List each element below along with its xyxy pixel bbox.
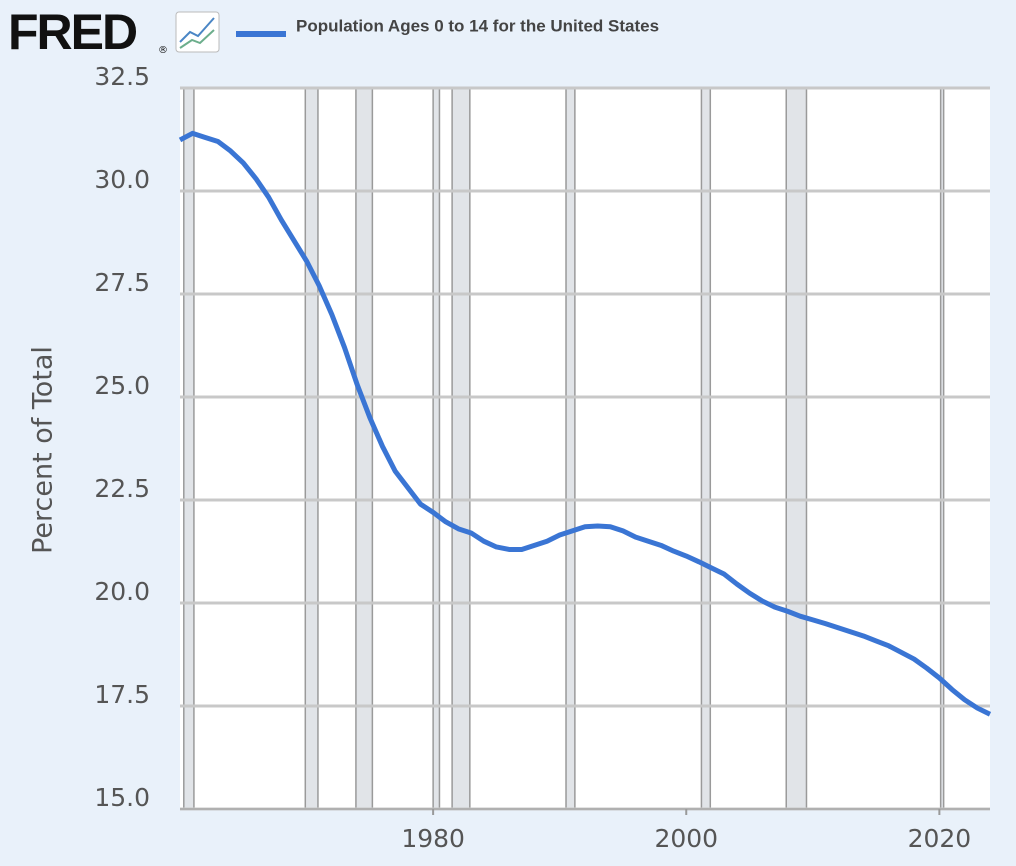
y-axis-label: Percent of Total	[28, 346, 59, 554]
recession-band	[304, 87, 319, 810]
chart-icon	[175, 11, 220, 53]
recession-band	[451, 87, 471, 810]
x-tick-label: 2020	[908, 824, 972, 853]
recession-band	[785, 87, 808, 810]
recession-band	[700, 87, 712, 810]
x-tick-label: 2000	[654, 824, 718, 853]
logo-mark: ®	[158, 45, 168, 56]
y-tick-label: 15.0	[94, 783, 150, 812]
legend-label: Population Ages 0 to 14 for the United S…	[296, 16, 659, 35]
y-tick-label: 17.5	[94, 680, 150, 709]
y-tick-label: 30.0	[94, 165, 150, 194]
plot-area	[180, 88, 990, 809]
y-tick-label: 20.0	[94, 577, 150, 606]
recession-band	[939, 87, 945, 810]
y-tick-label: 27.5	[94, 268, 150, 297]
recession-band	[432, 87, 441, 810]
recession-band	[565, 87, 576, 810]
recession-band	[355, 87, 374, 810]
logo: FRED	[8, 4, 137, 60]
y-tick-label: 22.5	[94, 474, 150, 503]
y-tick-label: 25.0	[94, 371, 150, 400]
data-line	[178, 130, 992, 717]
x-tick-label: 1980	[401, 824, 465, 853]
recession-band	[183, 87, 195, 810]
y-tick-label: 32.5	[94, 62, 150, 91]
